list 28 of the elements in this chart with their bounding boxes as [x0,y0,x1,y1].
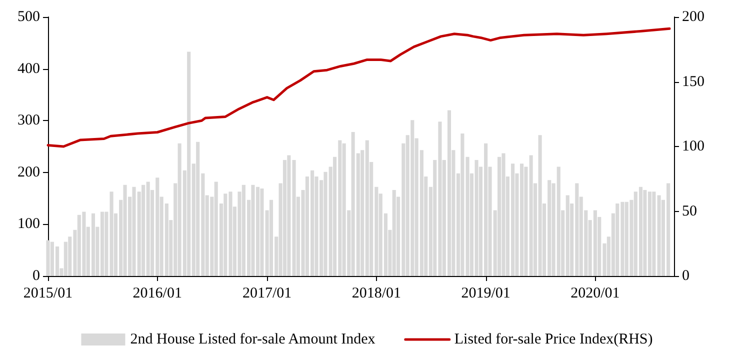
bar [46,240,50,276]
y-tick-label: 500 [18,9,40,25]
legend-label: 2nd House Listed for-sale Amount Index [130,332,376,348]
y2-tick-label: 150 [682,74,704,90]
bar [260,188,264,276]
bar [282,160,287,276]
x-tick-label: 2016/01 [132,286,182,302]
x-tick-label: 2018/01 [352,286,402,302]
y2-tick-label: 50 [682,203,697,220]
bar [502,153,506,276]
bar [498,156,502,276]
bar [392,190,396,276]
x-tick-label: 2020/01 [570,286,620,302]
x-tick-label: 2019/01 [461,286,510,302]
line-series [46,27,671,148]
x-tick-label: 2017/01 [242,286,292,302]
x-tick-label: 2015/01 [23,286,73,302]
bar [529,155,533,276]
y-tick-label: 200 [18,164,40,180]
y-tick-label: 400 [18,60,40,77]
y-tick-label: 100 [18,216,40,232]
y-tick-label: 0 [32,268,40,284]
y-tick-label: 300 [18,112,40,129]
legend-label: Listed for-sale Price Index(RHS) [454,332,653,348]
y2-tick-label: 100 [682,138,704,154]
y2-tick-label: 0 [682,268,690,284]
y2-tick-label: 200 [682,9,704,25]
bar [524,166,528,276]
